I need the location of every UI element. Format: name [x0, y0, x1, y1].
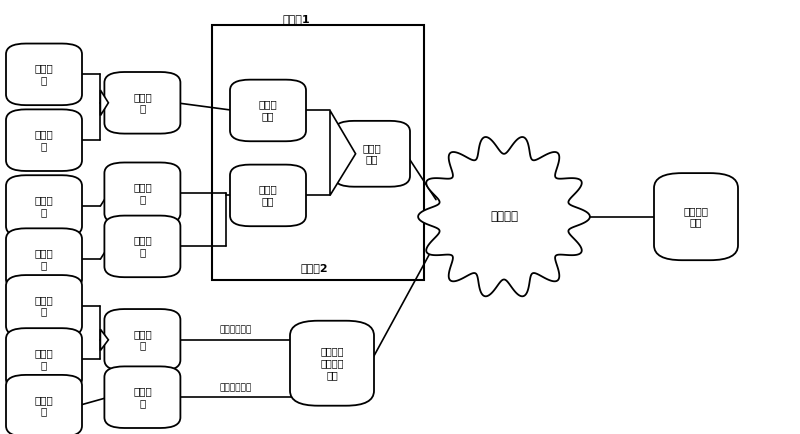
- Text: 家庭网
关: 家庭网 关: [133, 236, 152, 257]
- Text: 用户设
备: 用户设 备: [34, 295, 54, 317]
- Text: 宽带边界
网关: 宽带边界 网关: [683, 206, 709, 227]
- Polygon shape: [330, 110, 356, 195]
- FancyBboxPatch shape: [6, 375, 82, 434]
- Text: 数字用户
线接入复
用器: 数字用户 线接入复 用器: [320, 347, 344, 380]
- FancyBboxPatch shape: [104, 309, 180, 371]
- Text: 用户设
备: 用户设 备: [34, 129, 54, 151]
- FancyBboxPatch shape: [290, 321, 374, 406]
- Text: 用户设
备: 用户设 备: [34, 248, 54, 270]
- Text: 光网络
单元: 光网络 单元: [258, 184, 278, 206]
- FancyBboxPatch shape: [230, 80, 306, 141]
- FancyBboxPatch shape: [230, 164, 306, 226]
- Text: 数字用户线路: 数字用户线路: [219, 326, 251, 335]
- FancyBboxPatch shape: [6, 228, 82, 290]
- Text: 光网络
单元: 光网络 单元: [258, 100, 278, 121]
- FancyBboxPatch shape: [6, 175, 82, 237]
- Text: 家庭网
关: 家庭网 关: [133, 386, 152, 408]
- Text: 汇聚网络: 汇聚网络: [490, 210, 518, 223]
- Text: 家庭网
关: 家庭网 关: [133, 182, 152, 204]
- FancyBboxPatch shape: [6, 328, 82, 390]
- FancyBboxPatch shape: [6, 43, 82, 105]
- Text: 接入点2: 接入点2: [301, 263, 328, 273]
- FancyBboxPatch shape: [6, 275, 82, 337]
- Text: 数字用户线路: 数字用户线路: [219, 383, 251, 392]
- Polygon shape: [100, 329, 108, 351]
- FancyBboxPatch shape: [654, 173, 738, 260]
- FancyBboxPatch shape: [104, 216, 180, 277]
- Text: 家庭网
关: 家庭网 关: [133, 329, 152, 351]
- FancyBboxPatch shape: [104, 162, 180, 224]
- Text: 接入点1: 接入点1: [282, 14, 310, 24]
- FancyBboxPatch shape: [104, 366, 180, 428]
- FancyBboxPatch shape: [6, 109, 82, 171]
- Text: 用户设
备: 用户设 备: [34, 395, 54, 417]
- Polygon shape: [418, 137, 590, 296]
- Text: 光线路
终端: 光线路 终端: [362, 143, 382, 164]
- FancyBboxPatch shape: [104, 72, 180, 134]
- Text: 用户设
备: 用户设 备: [34, 195, 54, 217]
- FancyBboxPatch shape: [334, 121, 410, 187]
- Text: 用户设
备: 用户设 备: [34, 348, 54, 370]
- Polygon shape: [100, 90, 108, 115]
- Text: 家庭网
关: 家庭网 关: [133, 92, 152, 114]
- Text: 用户设
备: 用户设 备: [34, 63, 54, 85]
- Bar: [212, 26, 424, 280]
